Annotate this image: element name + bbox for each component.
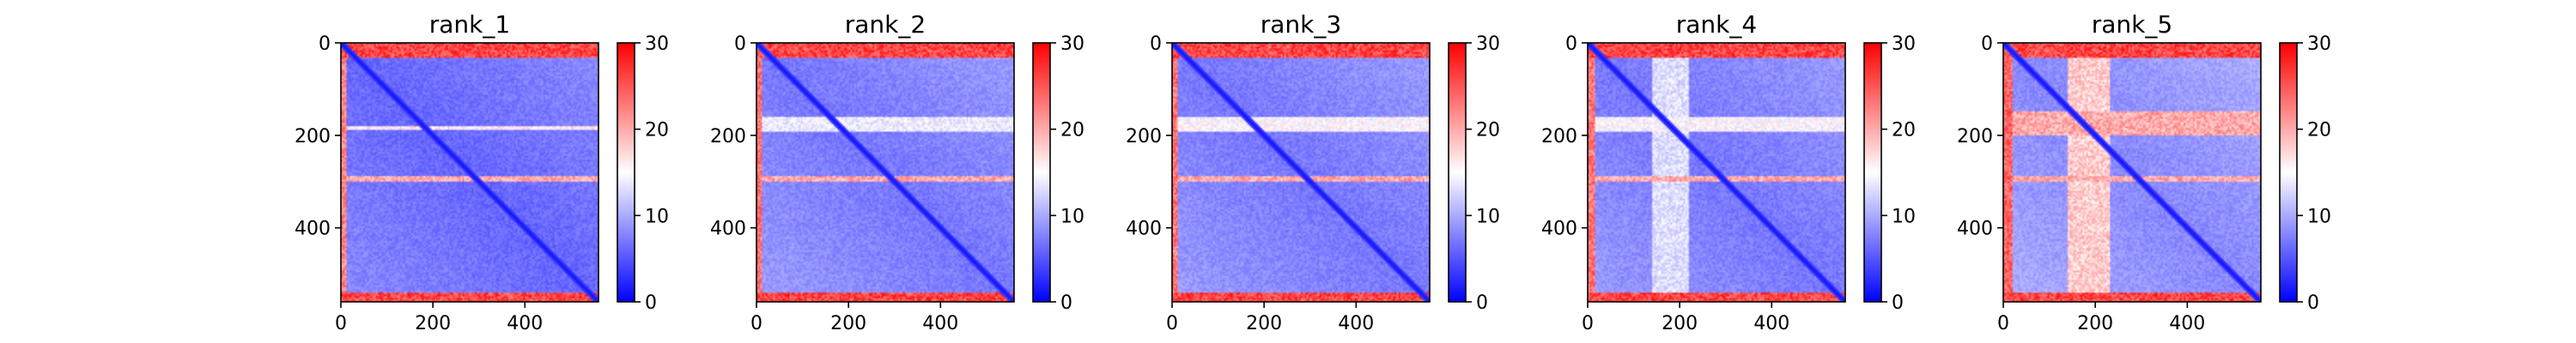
colorbar-tick-label: 10 bbox=[1476, 206, 1500, 227]
colorbar-frame bbox=[617, 42, 635, 303]
colorbar-tick-label: 20 bbox=[2307, 120, 2331, 141]
colorbar-tick-label: 30 bbox=[1060, 33, 1084, 55]
colorbar-frame bbox=[1448, 42, 1467, 303]
colorbar-tick-label: 30 bbox=[1476, 33, 1500, 55]
pae-heatmap bbox=[2003, 43, 2261, 302]
colorbar-frame bbox=[1032, 42, 1051, 303]
x-tick-label: 200 bbox=[2077, 313, 2113, 334]
y-tick-label: 200 bbox=[295, 126, 331, 147]
x-tick-label: 200 bbox=[415, 313, 451, 334]
y-tick-label: 400 bbox=[1957, 219, 1993, 240]
y-tick-label: 0 bbox=[734, 33, 746, 55]
y-tick-label: 0 bbox=[1981, 33, 1993, 55]
x-tick-label: 200 bbox=[1246, 313, 1282, 334]
colorbar-tick-label: 20 bbox=[1060, 120, 1084, 141]
x-tick-label: 0 bbox=[1997, 313, 2009, 334]
y-tick-label: 200 bbox=[1957, 126, 1993, 147]
colorbar bbox=[1449, 43, 1466, 302]
y-tick-label: 0 bbox=[319, 33, 331, 55]
colorbar-tick-label: 0 bbox=[1060, 292, 1072, 314]
colorbar-tick-label: 30 bbox=[645, 33, 669, 55]
x-tick-label: 200 bbox=[1662, 313, 1698, 334]
x-tick-label: 400 bbox=[507, 313, 543, 334]
x-tick-label: 200 bbox=[830, 313, 866, 334]
axes-frame bbox=[1587, 42, 1846, 303]
x-tick-label: 400 bbox=[1753, 313, 1789, 334]
panel-5: rank_5 0 200 400 0 200 400 0 10 20 30 bbox=[1957, 10, 2331, 334]
axes-frame bbox=[756, 42, 1015, 303]
y-tick-label: 400 bbox=[295, 219, 331, 240]
y-tick-label: 0 bbox=[1565, 33, 1577, 55]
pae-heatmap bbox=[756, 43, 1014, 302]
colorbar-frame bbox=[1863, 42, 1882, 303]
colorbar-tick-label: 20 bbox=[1476, 120, 1500, 141]
x-tick-label: 400 bbox=[2169, 313, 2205, 334]
panel-4: rank_4 0 200 400 0 200 400 0 10 20 30 bbox=[1541, 10, 1916, 334]
colorbar-tick-label: 0 bbox=[1476, 292, 1488, 314]
axes-frame bbox=[2002, 42, 2262, 303]
colorbar-tick-label: 0 bbox=[2307, 292, 2319, 314]
pae-heatmap bbox=[341, 43, 598, 302]
y-tick-label: 400 bbox=[1126, 219, 1162, 240]
colorbar-tick-label: 20 bbox=[645, 120, 669, 141]
pae-heatmap bbox=[1172, 43, 1430, 302]
y-tick-label: 400 bbox=[710, 219, 746, 240]
y-tick-label: 200 bbox=[710, 126, 746, 147]
colorbar bbox=[1864, 43, 1881, 302]
x-tick-label: 400 bbox=[922, 313, 958, 334]
y-tick-label: 400 bbox=[1541, 219, 1577, 240]
colorbar-tick-label: 10 bbox=[1892, 206, 1916, 227]
colorbar-tick-label: 10 bbox=[1060, 206, 1084, 227]
y-tick-label: 200 bbox=[1541, 126, 1577, 147]
x-tick-label: 0 bbox=[750, 313, 762, 334]
panel-title: rank_5 bbox=[2092, 10, 2172, 39]
colorbar-tick-label: 0 bbox=[1892, 292, 1904, 314]
panel-1: rank_1 0 200 400 0 200 400 0 10 20 30 bbox=[295, 10, 669, 334]
colorbar-tick-label: 20 bbox=[1892, 120, 1916, 141]
axes-frame bbox=[1171, 42, 1431, 303]
axes-frame bbox=[340, 42, 599, 303]
x-tick-label: 0 bbox=[335, 313, 347, 334]
colorbar-tick-label: 30 bbox=[1892, 33, 1916, 55]
panel-2: rank_2 0 200 400 0 200 400 0 10 20 30 bbox=[710, 10, 1084, 334]
colorbar-tick-label: 30 bbox=[2307, 33, 2331, 55]
colorbar bbox=[617, 43, 635, 302]
colorbar-frame bbox=[2279, 42, 2298, 303]
x-tick-label: 0 bbox=[1166, 313, 1178, 334]
panel-title: rank_4 bbox=[1676, 10, 1757, 39]
panel-title: rank_3 bbox=[1261, 10, 1341, 39]
x-tick-label: 400 bbox=[1338, 313, 1374, 334]
pae-heatmap bbox=[1588, 43, 1845, 302]
colorbar-tick-label: 0 bbox=[645, 292, 657, 314]
panel-3: rank_3 0 200 400 0 200 400 0 10 20 30 bbox=[1126, 10, 1500, 334]
y-tick-label: 200 bbox=[1126, 126, 1162, 147]
colorbar bbox=[2280, 43, 2297, 302]
x-tick-label: 0 bbox=[1582, 313, 1594, 334]
colorbar-tick-label: 10 bbox=[2307, 206, 2331, 227]
y-tick-label: 0 bbox=[1150, 33, 1162, 55]
panel-title: rank_2 bbox=[845, 10, 926, 39]
panel-title: rank_1 bbox=[429, 10, 510, 39]
colorbar bbox=[1033, 43, 1050, 302]
colorbar-tick-label: 10 bbox=[645, 206, 669, 227]
